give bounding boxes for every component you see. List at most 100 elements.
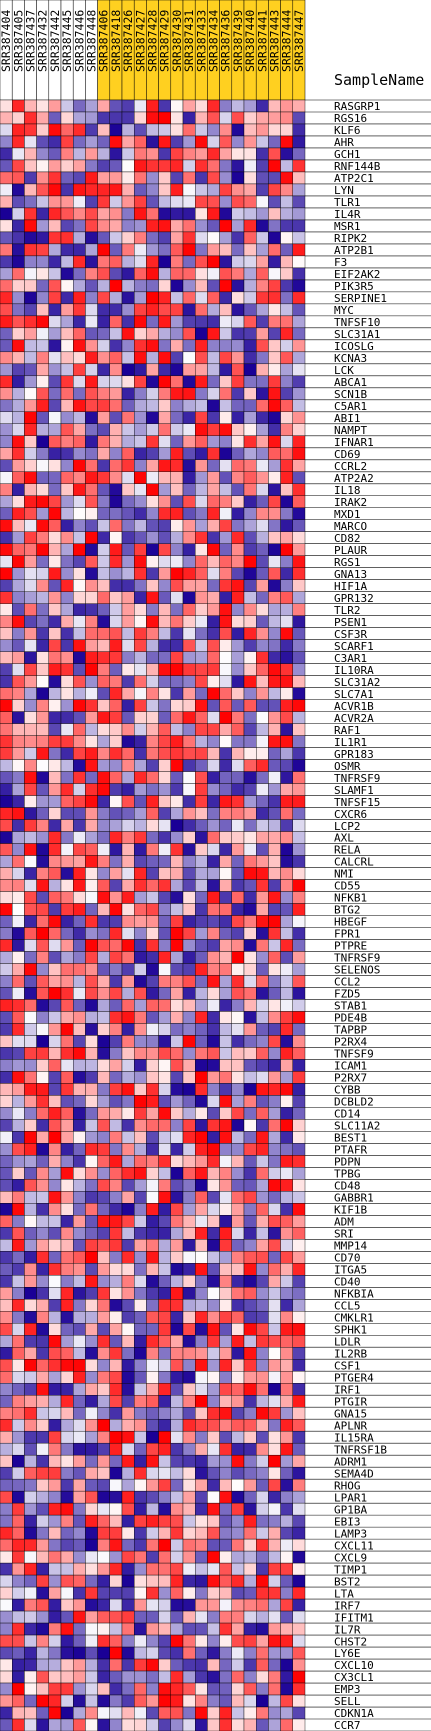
heatmap-cell [219,1610,233,1624]
heatmap-cell [36,867,49,880]
heatmap-cell [60,975,74,988]
heatmap-cell [170,987,184,1000]
heatmap-cell [231,423,245,436]
heatmap-cell [256,843,269,856]
heatmap-cell [170,447,184,460]
heatmap-cell [268,915,281,928]
heatmap-cell [36,303,49,317]
heatmap-cell [36,519,49,532]
heatmap-cell [207,531,220,544]
row-label: RELA [334,844,361,857]
heatmap-cell [133,1466,147,1480]
row-label: MARCO [334,520,367,533]
heatmap-cell [60,1047,74,1060]
heatmap-cell [243,1406,257,1420]
heatmap-cell [243,279,257,293]
heatmap-cell [158,1191,172,1204]
heatmap-cell [146,1227,159,1240]
heatmap-cell [231,1574,245,1588]
heatmap-cell [48,147,62,161]
heatmap-cell [292,1107,306,1120]
heatmap-cell [72,1251,86,1264]
heatmap-cell [0,627,13,640]
heatmap-cell [231,147,245,161]
heatmap-cell [207,1011,220,1024]
heatmap-cell [292,483,306,496]
heatmap-cell [207,1059,220,1072]
heatmap-cell [11,579,25,592]
row-label: NFKBIA [334,1287,374,1300]
heatmap-cell [231,999,245,1012]
heatmap-cell [243,1538,257,1552]
heatmap-cell [109,1658,123,1672]
heatmap-cell [48,843,62,856]
heatmap-cell [36,423,49,436]
heatmap-cell [85,1646,98,1660]
heatmap-cell [72,387,86,401]
heatmap-cell [182,171,196,185]
heatmap-cell [158,423,172,436]
heatmap-cell [72,1454,86,1468]
heatmap-cell [133,291,147,305]
heatmap-cell [158,1478,172,1492]
heatmap-cell [243,1263,257,1276]
heatmap-cell [256,195,269,209]
heatmap-cell [231,735,245,748]
heatmap-cell [219,543,233,556]
heatmap-cell [207,159,220,173]
heatmap-cell [48,855,62,868]
heatmap-cell [24,1119,37,1132]
heatmap-cell [280,675,294,688]
heatmap-cell [207,1311,220,1324]
heatmap-cell [0,1514,13,1528]
heatmap-cell [268,951,281,964]
heatmap-cell [170,615,184,628]
heatmap-cell [48,99,62,113]
heatmap-cell [97,171,110,185]
heatmap-cell [60,1335,74,1348]
heatmap-cell [256,675,269,688]
heatmap-cell [146,795,159,808]
heatmap-cell [121,231,135,245]
heatmap-cell [97,579,110,592]
heatmap-cell [219,459,233,472]
heatmap-cell [268,1718,281,1731]
heatmap-cell [11,675,25,688]
heatmap-cell [158,723,172,736]
column-label: SRR387404 [0,10,13,72]
heatmap-cell [219,1071,233,1084]
heatmap-cell [36,759,49,772]
heatmap-cell [268,1275,281,1288]
heatmap-cell [194,975,208,988]
heatmap-cell [72,1155,86,1168]
heatmap-cell [121,1395,135,1408]
heatmap-cell [219,711,233,724]
heatmap-cell [97,495,110,508]
heatmap-cell [182,507,196,520]
heatmap-cell [231,1263,245,1276]
heatmap-cell [292,1251,306,1264]
heatmap-cell [182,867,196,880]
heatmap-cell [207,351,220,365]
heatmap-cell [24,1251,37,1264]
heatmap-cell [231,1694,245,1708]
heatmap-cell [24,663,37,676]
heatmap-cell [292,279,306,293]
heatmap-cell [219,171,233,185]
heatmap-cell [207,1550,220,1564]
heatmap-cell [48,1335,62,1348]
heatmap-cell [292,651,306,664]
heatmap-cell [207,1323,220,1336]
heatmap-cell [97,555,110,568]
heatmap-cell [207,1395,220,1408]
heatmap-cell [170,1299,184,1312]
heatmap-cell [36,795,49,808]
heatmap-cell [36,1335,49,1348]
heatmap-cell [85,1610,98,1624]
heatmap-cell [146,327,159,341]
heatmap-cell [182,495,196,508]
heatmap-cell [207,327,220,341]
heatmap-cell [158,363,172,377]
heatmap-cell [280,639,294,652]
row-label: NMI [334,868,354,881]
